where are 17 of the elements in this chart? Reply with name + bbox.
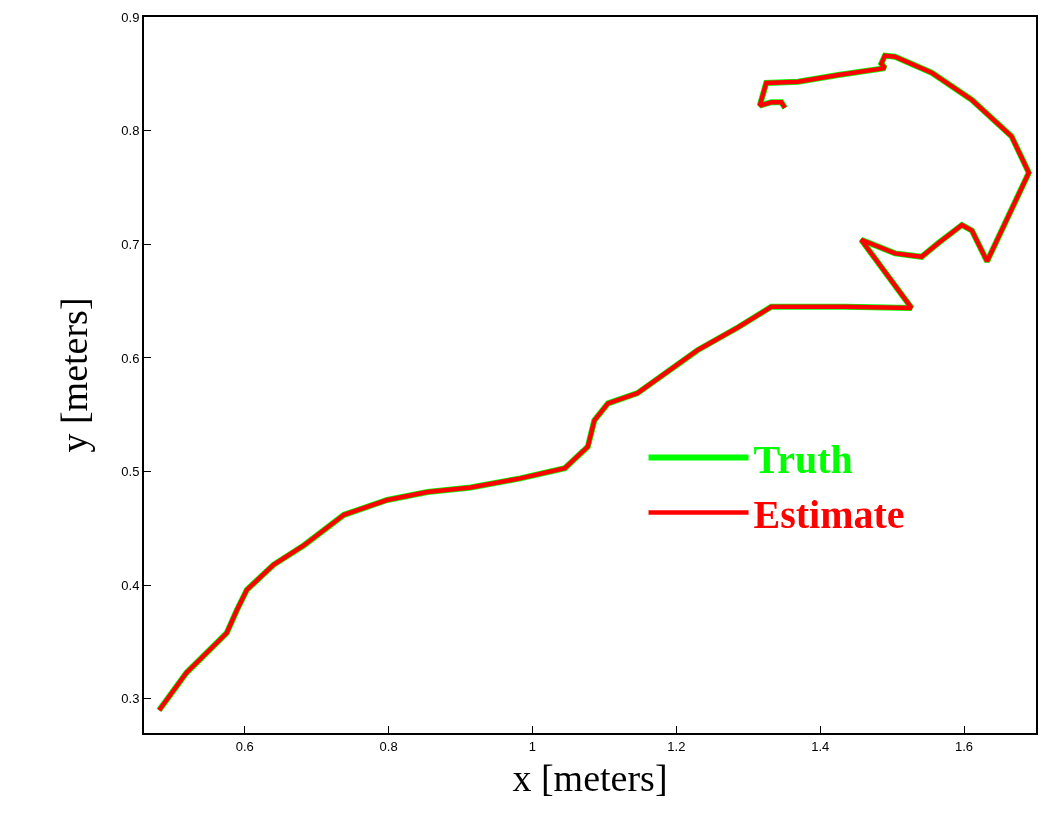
y-tick-label: 0.6 bbox=[121, 350, 140, 366]
y-tick-label: 0.7 bbox=[121, 236, 140, 252]
x-tick-label: 1.2 bbox=[667, 738, 686, 754]
y-tick-label: 0.5 bbox=[121, 464, 140, 480]
legend-label: Truth bbox=[753, 437, 853, 483]
x-tick-label: 0.6 bbox=[235, 738, 254, 754]
x-tick-label: 1.6 bbox=[955, 738, 974, 754]
y-tick-label: 0.9 bbox=[121, 9, 140, 25]
y-tick-label: 0.4 bbox=[121, 577, 140, 593]
x-tick-label: 0.8 bbox=[379, 738, 398, 754]
x-tick-label: 1.4 bbox=[811, 738, 830, 754]
y-tick-label: 0.3 bbox=[121, 691, 140, 707]
y-tick-label: 0.8 bbox=[121, 123, 140, 139]
x-tick-label: 1 bbox=[528, 738, 537, 754]
legend-label: Estimate bbox=[753, 492, 905, 538]
x-axis-title: x [meters] bbox=[512, 757, 668, 800]
y-axis-title: y [meters] bbox=[53, 297, 96, 453]
